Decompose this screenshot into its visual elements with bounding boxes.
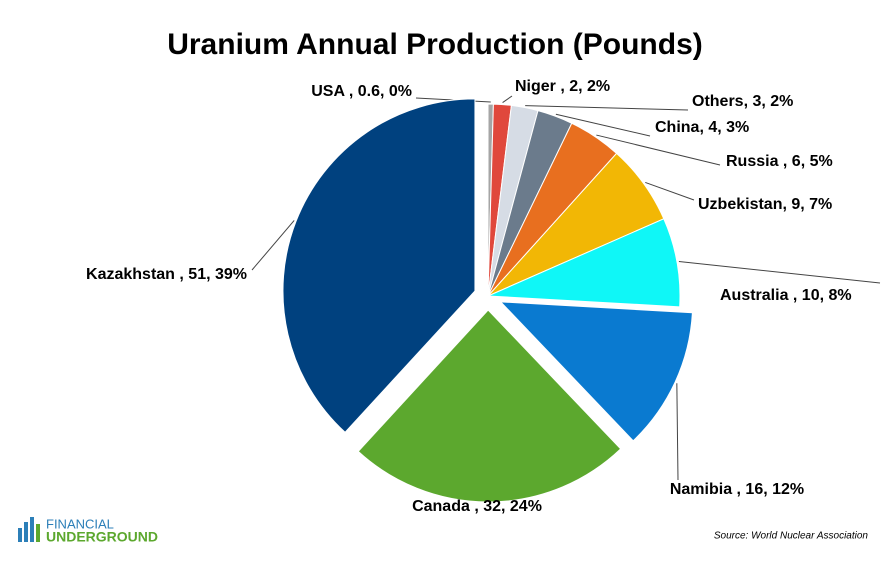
logo-bar: [18, 528, 22, 542]
data-label: Namibia , 16, 12%: [670, 481, 804, 498]
logo: FINANCIAL UNDERGROUND: [18, 516, 158, 545]
data-label: Russia , 6, 5%: [726, 153, 833, 170]
leader-line: [502, 95, 513, 103]
leader-line: [596, 134, 721, 166]
data-label: Australia , 10, 8%: [720, 287, 852, 304]
pie-slice: [282, 98, 476, 434]
data-label: China, 4, 3%: [655, 119, 749, 136]
pie-slice: [357, 309, 622, 503]
data-label: Niger , 2, 2%: [515, 78, 610, 95]
leader-line: [678, 261, 881, 284]
logo-text: FINANCIAL: [46, 516, 114, 531]
logo-bar: [24, 522, 28, 542]
pie-slice: [487, 218, 681, 308]
data-label: USA , 0.6, 0%: [311, 83, 412, 100]
data-label: Others, 3, 2%: [692, 93, 793, 110]
logo-bar: [36, 524, 40, 542]
leader-line: [525, 105, 689, 111]
data-label: Canada , 32, 24%: [412, 498, 542, 515]
source: Source: World Nuclear Association: [714, 531, 869, 542]
data-label: Kazakhstan , 51, 39%: [86, 266, 247, 283]
leader-line: [676, 383, 679, 481]
logo-bar: [30, 517, 34, 542]
pie-slice: [499, 301, 693, 442]
leader-line: [555, 113, 651, 137]
leader-line: [645, 181, 695, 201]
data-label: Uzbekistan, 9, 7%: [698, 196, 832, 213]
leader-line: [251, 220, 295, 271]
logo-text: UNDERGROUND: [46, 529, 158, 545]
chart-title: Uranium Annual Production (Pounds): [167, 28, 703, 61]
